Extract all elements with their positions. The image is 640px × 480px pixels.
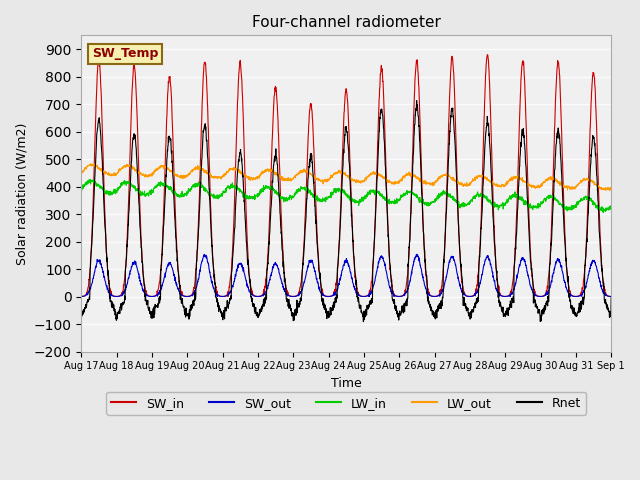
- SW_in: [534, 293, 542, 299]
- SW_in: [483, 52, 491, 58]
- SW_in: [77, 294, 85, 300]
- Rnet: [398, 310, 406, 315]
- Line: SW_in: SW_in: [81, 55, 640, 297]
- Line: SW_out: SW_out: [81, 254, 640, 297]
- SW_out: [534, 293, 542, 299]
- LW_in: [77, 186, 85, 192]
- SW_in: [566, 288, 574, 294]
- Line: Rnet: Rnet: [81, 101, 640, 322]
- LW_in: [134, 186, 142, 192]
- Rnet: [534, 309, 542, 315]
- LW_out: [566, 186, 574, 192]
- LW_out: [77, 171, 85, 177]
- Rnet: [77, 312, 85, 318]
- LW_out: [86, 161, 94, 167]
- Rnet: [360, 319, 367, 324]
- SW_out: [77, 294, 85, 300]
- LW_in: [398, 194, 406, 200]
- LW_out: [256, 172, 264, 178]
- Rnet: [256, 307, 264, 312]
- LW_in: [534, 201, 542, 206]
- LW_out: [534, 182, 542, 188]
- Rnet: [413, 98, 420, 104]
- SW_out: [134, 269, 142, 275]
- SW_in: [256, 293, 264, 299]
- Rnet: [566, 299, 574, 304]
- SW_out: [106, 294, 114, 300]
- Line: LW_out: LW_out: [81, 164, 640, 192]
- Legend: SW_in, SW_out, LW_in, LW_out, Rnet: SW_in, SW_out, LW_in, LW_out, Rnet: [106, 392, 586, 415]
- LW_in: [256, 191, 264, 197]
- SW_in: [134, 132, 141, 138]
- Line: LW_in: LW_in: [81, 180, 640, 213]
- SW_in: [635, 294, 640, 300]
- SW_out: [256, 293, 264, 299]
- LW_out: [398, 177, 406, 183]
- SW_in: [224, 294, 232, 300]
- SW_out: [566, 291, 574, 297]
- Text: SW_Temp: SW_Temp: [92, 48, 158, 60]
- Rnet: [134, 173, 141, 179]
- LW_out: [134, 170, 142, 176]
- SW_in: [398, 293, 406, 299]
- Rnet: [635, 294, 640, 300]
- X-axis label: Time: Time: [331, 377, 362, 390]
- LW_in: [86, 177, 94, 182]
- LW_in: [635, 207, 640, 213]
- SW_out: [398, 293, 406, 299]
- Title: Four-channel radiometer: Four-channel radiometer: [252, 15, 441, 30]
- SW_out: [413, 252, 420, 257]
- Y-axis label: Solar radiation (W/m2): Solar radiation (W/m2): [15, 122, 28, 264]
- LW_out: [635, 187, 640, 193]
- SW_out: [635, 294, 640, 300]
- LW_out: [636, 189, 640, 194]
- LW_in: [566, 206, 574, 212]
- LW_in: [634, 210, 640, 216]
